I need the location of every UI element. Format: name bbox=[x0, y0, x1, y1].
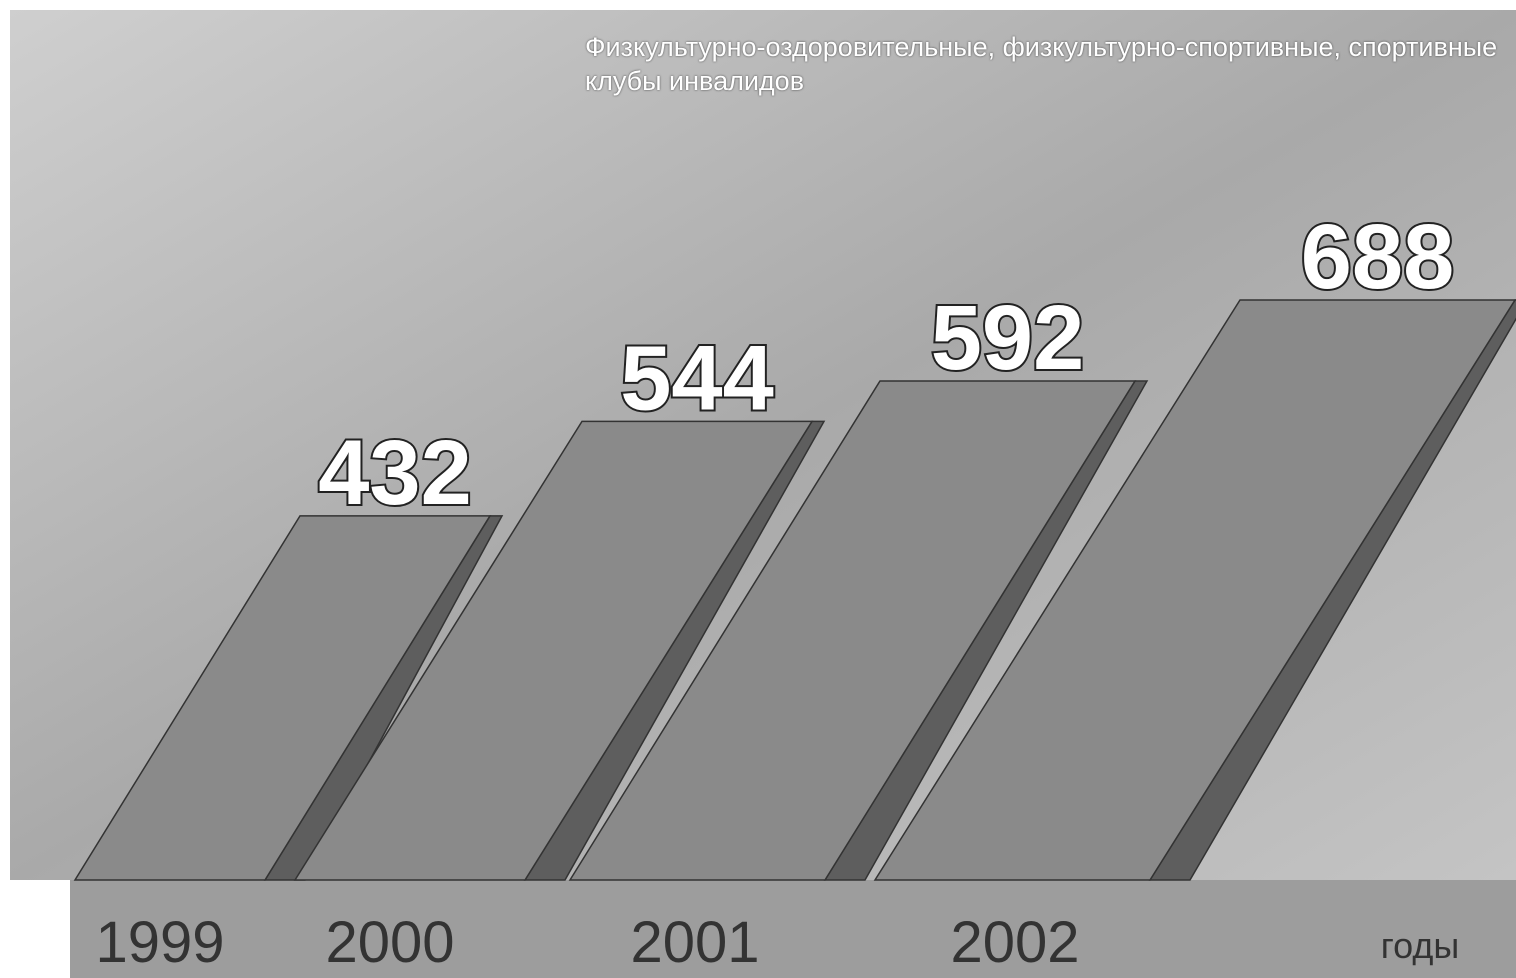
x-axis-label: годы bbox=[1381, 925, 1459, 966]
bar bbox=[293, 420, 814, 881]
value-label: 688 bbox=[1301, 206, 1455, 308]
bar bbox=[73, 515, 492, 881]
x-tick-label: 2002 bbox=[950, 910, 1079, 975]
bar bbox=[873, 299, 1516, 881]
axis-band bbox=[70, 880, 1516, 978]
bar bbox=[568, 380, 1137, 881]
value-label: 544 bbox=[620, 327, 774, 429]
value-label: 432 bbox=[318, 422, 472, 524]
x-tick-label: 2000 bbox=[325, 910, 454, 975]
x-tick-label: 1999 bbox=[95, 910, 224, 975]
value-label: 592 bbox=[931, 287, 1085, 389]
chart-title: Физкультурно-оздоровительные, физкультур… bbox=[585, 32, 1498, 96]
x-tick-label: 2001 bbox=[630, 910, 759, 975]
